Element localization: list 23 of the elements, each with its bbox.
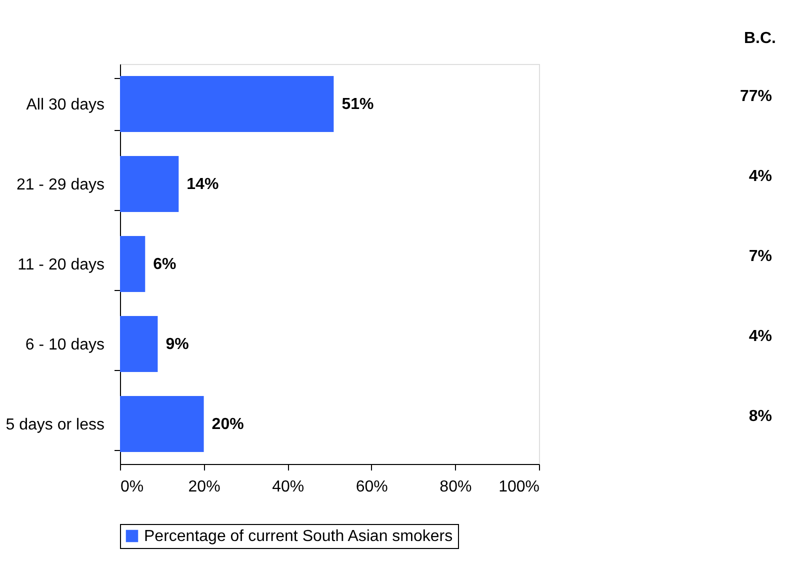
data-label: 9% <box>166 336 189 353</box>
data-label: 6% <box>153 256 176 273</box>
y-tick-label: All 30 days <box>26 96 104 114</box>
x-tick-label: 40% <box>272 478 304 496</box>
text: 4% <box>748 168 772 185</box>
data-label: 14% <box>186 176 219 193</box>
legend-label: Percentage of current South Asian smokers <box>144 528 453 545</box>
x-tick-label: 20% <box>188 478 220 496</box>
text: 8% <box>748 408 772 425</box>
x-tick-label: 60% <box>356 478 388 496</box>
y-tick-label: 5 days or less <box>6 416 104 434</box>
text: B.C. <box>744 30 776 47</box>
text: 7% <box>748 248 772 265</box>
y-tick-label: 6 - 10 days <box>25 336 104 354</box>
data-label: 20% <box>212 416 244 433</box>
y-tick-label: 21 - 29 days <box>16 176 104 194</box>
data-label: 51% <box>342 96 374 113</box>
x-tick-label: 0% <box>120 478 144 496</box>
text: 77% <box>740 88 772 105</box>
text: 4% <box>748 328 772 345</box>
y-tick-label: 11 - 20 days <box>18 256 104 274</box>
x-tick-label: 80% <box>440 478 472 496</box>
x-tick-label: 100% <box>498 478 540 496</box>
